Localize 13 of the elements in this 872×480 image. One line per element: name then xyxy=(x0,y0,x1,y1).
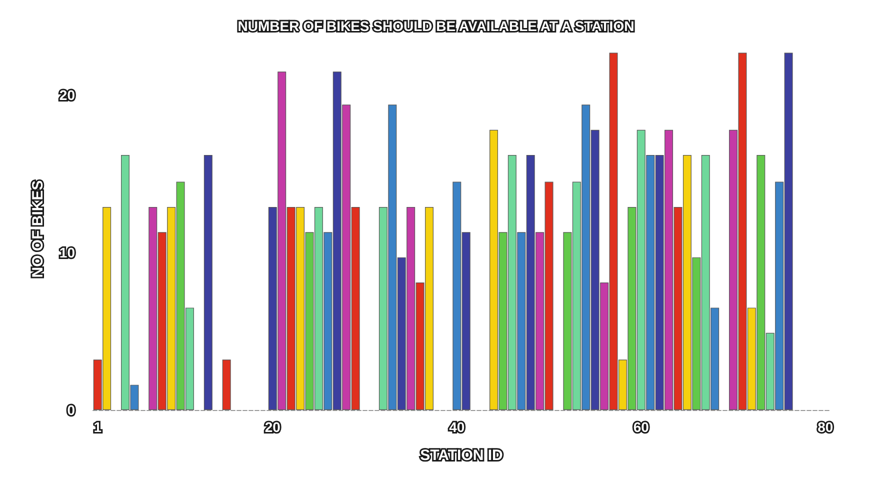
x-axis-title: STATION ID xyxy=(420,447,504,464)
bar xyxy=(222,360,231,410)
chart-title: NUMBER OF BIKES SHOULD BE AVAILABLE AT A STATION xyxy=(238,18,634,34)
x-tick-label: 80 xyxy=(818,419,834,435)
y-tick-label: 10 xyxy=(59,244,76,261)
y-axis-title: NO OF BIKES xyxy=(30,180,47,278)
x-tick-label: 20 xyxy=(264,419,281,435)
x-tick-label: 1 xyxy=(94,419,102,435)
x-tick-label: 60 xyxy=(633,419,650,435)
bar xyxy=(204,155,212,410)
y-tick-label: 0 xyxy=(67,402,76,418)
x-tick-label: 40 xyxy=(449,419,465,435)
y-tick-label: 20 xyxy=(59,87,76,104)
